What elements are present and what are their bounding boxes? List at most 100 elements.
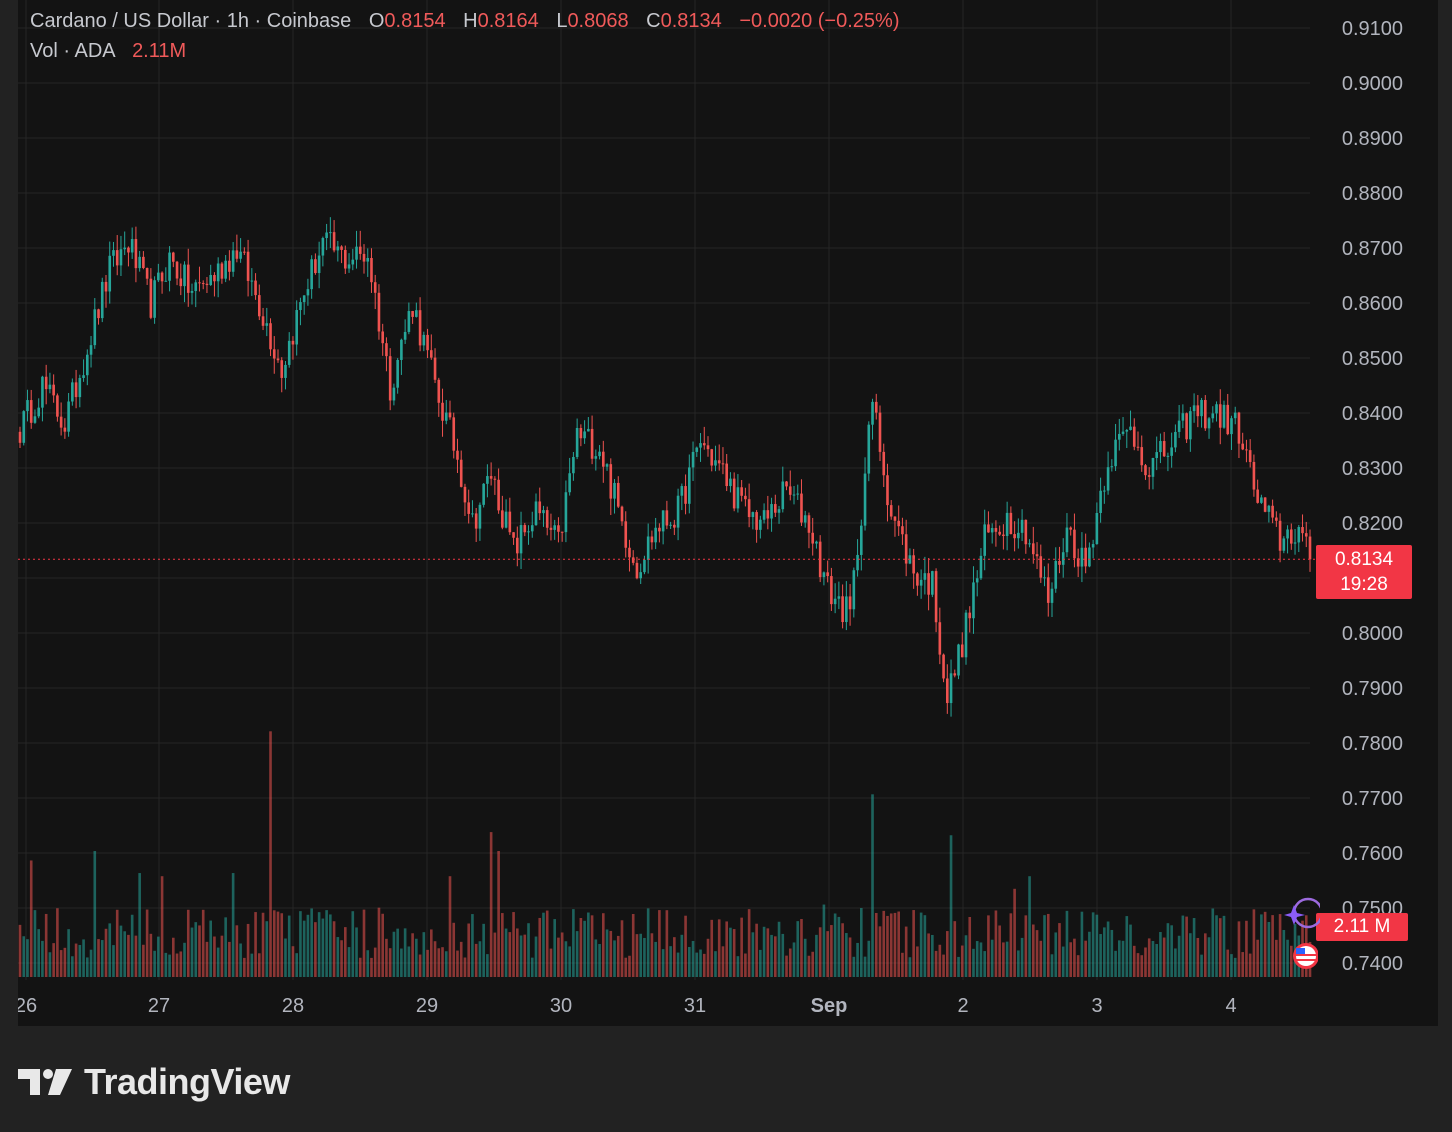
magic-star-icon[interactable] bbox=[1284, 893, 1320, 933]
volume-bar bbox=[732, 929, 736, 977]
candle-body bbox=[459, 459, 463, 487]
candle-body bbox=[373, 282, 377, 293]
candle-body bbox=[250, 280, 254, 282]
candle-body bbox=[471, 513, 474, 515]
volume-bar bbox=[1267, 921, 1271, 977]
volume-bar bbox=[284, 938, 287, 977]
candle-body bbox=[1125, 429, 1129, 432]
low-value: 0.8068 bbox=[567, 10, 629, 32]
candle-body bbox=[766, 510, 770, 519]
volume-bar bbox=[1282, 929, 1286, 977]
us-flag-icon[interactable] bbox=[1290, 938, 1318, 974]
volume-bar bbox=[265, 921, 269, 977]
volume-bar bbox=[923, 915, 927, 977]
candle-body bbox=[818, 541, 822, 578]
volume-bar bbox=[639, 933, 643, 977]
candle-body bbox=[732, 478, 736, 509]
volume-bar bbox=[1009, 913, 1013, 977]
close-value: 0.8134 bbox=[660, 10, 722, 32]
candle-body bbox=[213, 274, 216, 282]
candle-body bbox=[314, 259, 317, 274]
volume-bar bbox=[714, 951, 717, 977]
candle-body bbox=[100, 281, 104, 319]
candle-body bbox=[990, 528, 994, 533]
candle-body bbox=[616, 482, 620, 507]
candle-body bbox=[220, 263, 224, 279]
candle-body bbox=[1181, 413, 1185, 421]
candle-body bbox=[676, 495, 680, 528]
volume-bar bbox=[130, 914, 134, 977]
candle-body bbox=[1076, 558, 1080, 567]
candle-body bbox=[822, 572, 826, 578]
volume-bar bbox=[138, 873, 141, 977]
volume-bar bbox=[100, 940, 104, 977]
candle-body bbox=[1144, 465, 1147, 476]
volume-bar bbox=[613, 940, 616, 977]
candle-body bbox=[486, 476, 489, 484]
volume-bar bbox=[340, 940, 343, 977]
volume-bar bbox=[336, 937, 340, 977]
volume-bar bbox=[863, 956, 867, 977]
candle-body bbox=[650, 536, 654, 543]
volume-bar bbox=[1275, 939, 1278, 977]
volume-bar bbox=[22, 936, 26, 977]
volume-bar bbox=[175, 953, 179, 977]
candle-body bbox=[691, 451, 695, 468]
volume-bar bbox=[63, 947, 67, 977]
volume-bar bbox=[527, 923, 530, 977]
volume-bar bbox=[269, 731, 272, 977]
volume-bar bbox=[134, 935, 138, 977]
candle-body bbox=[325, 232, 328, 239]
volume-bar bbox=[706, 938, 710, 977]
candle-body bbox=[48, 384, 52, 390]
candlestick-chart[interactable]: 0.9100 0.9000 0.8900 0.8800 0.8700 0.8600 0.85… bbox=[18, 0, 1438, 1026]
candle-body bbox=[1147, 475, 1151, 477]
candle-body bbox=[1121, 431, 1125, 434]
volume-bar bbox=[848, 937, 852, 977]
volume-bar bbox=[1207, 937, 1211, 977]
candle-body bbox=[523, 525, 527, 533]
volume-bar bbox=[545, 910, 549, 977]
volume-bar bbox=[1125, 916, 1129, 977]
volume-bar bbox=[1181, 915, 1185, 977]
volume-bar bbox=[1185, 916, 1188, 977]
candle-body bbox=[912, 555, 915, 574]
candle-body bbox=[1054, 560, 1058, 589]
chart-panel[interactable]: 0.9100 0.9000 0.8900 0.8800 0.8700 0.8600 0.85… bbox=[18, 0, 1438, 1026]
candle-body bbox=[351, 259, 355, 265]
volume-bar bbox=[194, 922, 198, 977]
volume-bar bbox=[508, 932, 512, 977]
candle-body bbox=[403, 331, 407, 340]
volume-bar bbox=[631, 914, 635, 977]
volume-bar bbox=[1065, 910, 1069, 977]
volume-bar bbox=[669, 946, 672, 977]
candle-body bbox=[807, 515, 811, 533]
volume-bar bbox=[523, 934, 527, 977]
volume-bar bbox=[205, 941, 209, 977]
candle-body bbox=[856, 554, 859, 571]
candle-body bbox=[1207, 418, 1211, 429]
candle-body bbox=[755, 512, 758, 530]
candle-body bbox=[934, 571, 938, 623]
volume-bar bbox=[736, 956, 740, 977]
tradingview-logo[interactable]: TradingView bbox=[18, 1061, 290, 1102]
volume-bar bbox=[347, 947, 351, 977]
volume-bar bbox=[777, 921, 781, 977]
volume-bar bbox=[893, 912, 897, 977]
candle-body bbox=[175, 261, 179, 279]
price-axis-tick: 0.8000 bbox=[1342, 623, 1403, 645]
volume-bar bbox=[815, 934, 818, 977]
footer: TradingView bbox=[18, 1026, 1438, 1132]
candle-body bbox=[52, 384, 55, 396]
candle-body bbox=[493, 478, 497, 480]
candle-body bbox=[1061, 552, 1065, 565]
volume-bar bbox=[295, 953, 299, 977]
volume-bar bbox=[422, 932, 426, 977]
candle-body bbox=[530, 525, 534, 532]
price-axis-tick: 0.7700 bbox=[1342, 788, 1403, 810]
volume-bar bbox=[329, 914, 332, 977]
volume-bar bbox=[942, 954, 945, 977]
volume-bar bbox=[620, 920, 624, 977]
candle-body bbox=[1110, 466, 1114, 468]
candle-body bbox=[1159, 441, 1162, 453]
